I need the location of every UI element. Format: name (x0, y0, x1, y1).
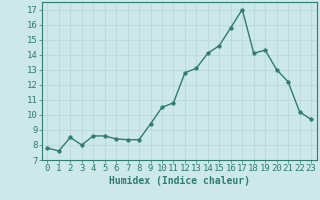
X-axis label: Humidex (Indice chaleur): Humidex (Indice chaleur) (109, 176, 250, 186)
